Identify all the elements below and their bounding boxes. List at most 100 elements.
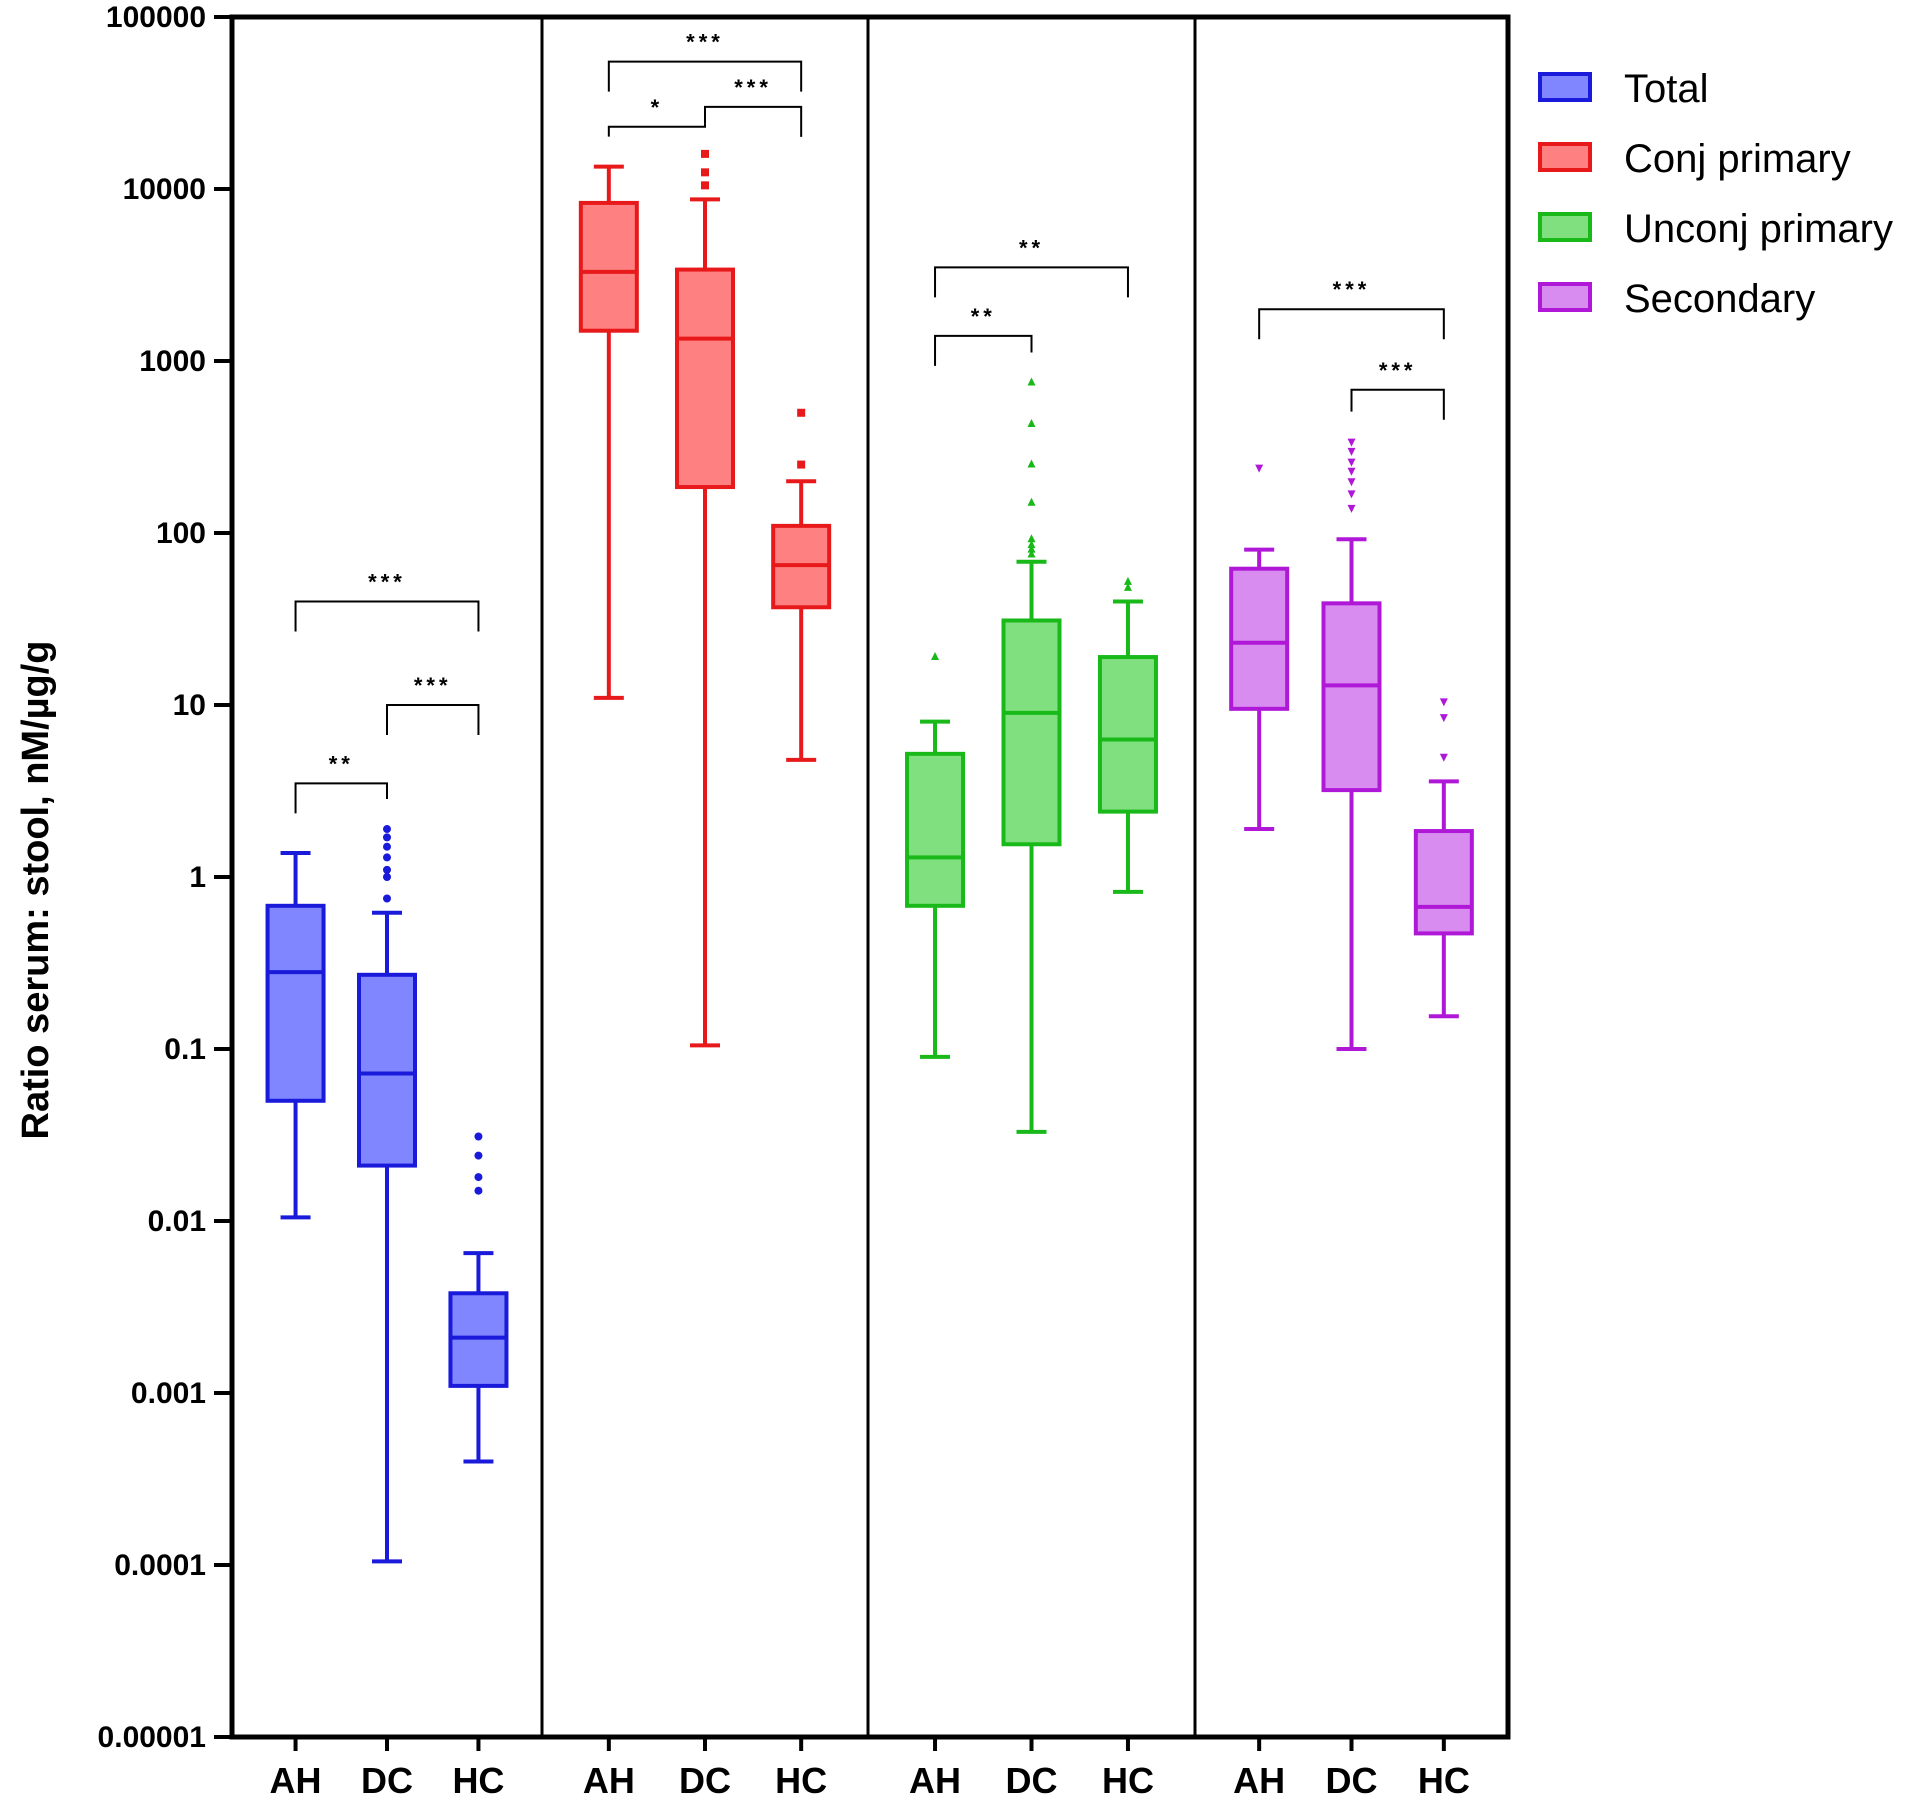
y-tick-label: 100 (156, 517, 206, 550)
y-tick-label: 10000 (123, 173, 206, 206)
outlier-point (383, 894, 391, 903)
bracket-line (1258, 308, 1445, 340)
significance-bracket: *** (1258, 277, 1445, 340)
bracket-line (386, 704, 480, 735)
x-tick-label: AH (1233, 1760, 1285, 1801)
bracket-line (1350, 388, 1445, 420)
legend-item: Secondary (1538, 277, 1815, 321)
outlier-point (1027, 377, 1036, 386)
outlier-point (383, 833, 391, 842)
legend-item: Unconj primary (1538, 207, 1893, 251)
significance-bracket: ** (934, 304, 1033, 366)
outlier-point (1027, 544, 1036, 553)
outlier-point (1027, 459, 1036, 468)
x-tick-label: HC (775, 1760, 827, 1801)
iqr-box (1321, 601, 1382, 793)
x-tick-label: HC (452, 1760, 504, 1801)
outlier-point (383, 865, 391, 874)
outlier-point (1347, 467, 1356, 476)
significance-label: *** (1333, 277, 1371, 302)
panels: ************************* (265, 30, 1474, 1564)
significance-label: *** (734, 75, 772, 100)
box-ah (1229, 464, 1290, 832)
outlier-point (1123, 576, 1132, 585)
outlier-point (1347, 447, 1356, 456)
significance-bracket: ** (934, 235, 1129, 298)
iqr-box (265, 903, 326, 1103)
y-axis-title: Ratio serum: stool, nM/µg/g (15, 640, 57, 1139)
outlier-point (1347, 438, 1356, 447)
outlier-point (474, 1186, 483, 1195)
outlier-point (701, 181, 709, 190)
outlier-point (1439, 753, 1448, 762)
significance-label: * (651, 95, 664, 120)
outlier-point (474, 1173, 483, 1182)
significance-label: *** (414, 673, 452, 698)
legend-item: Conj primary (1538, 137, 1851, 181)
iqr-box (675, 267, 735, 490)
box-ah (905, 652, 966, 1059)
x-tick-label: DC (679, 1760, 731, 1801)
legend-swatch (1538, 142, 1592, 172)
outlier-point (474, 1151, 483, 1160)
outlier-point (1347, 504, 1356, 513)
legend-label: Conj primary (1624, 137, 1851, 181)
significance-bracket: ** (294, 751, 388, 814)
significance-bracket: *** (386, 673, 480, 735)
bracket-line (934, 266, 1129, 298)
legend-item: Total (1538, 67, 1709, 111)
box-dc (675, 149, 735, 1048)
iqr-box (578, 200, 639, 333)
outlier-point (1027, 497, 1036, 506)
box-ah (578, 164, 639, 700)
x-tick-label: HC (1418, 1760, 1470, 1801)
panel-unconj-primary: ** ** (905, 235, 1158, 1134)
iqr-box (448, 1291, 509, 1388)
outlier-point (383, 825, 391, 834)
outlier-point (701, 168, 709, 177)
legend-swatch (1538, 212, 1592, 242)
legend-label: Total (1624, 67, 1709, 111)
y-tick-label: 100000 (106, 1, 206, 34)
outlier-point (931, 652, 940, 661)
iqr-box (905, 751, 966, 908)
y-tick-label: 0.1 (164, 1033, 206, 1066)
plot-frame (229, 14, 1511, 1740)
y-tick-label: 0.001 (131, 1377, 206, 1410)
legend-label: Secondary (1624, 277, 1815, 321)
significance-label: *** (368, 569, 406, 594)
significance-bracket: *** (704, 75, 803, 137)
box-dc (1321, 438, 1382, 1051)
panel-secondary: *** *** (1229, 277, 1474, 1051)
outlier-point (383, 853, 391, 862)
bracket-line (704, 105, 803, 137)
legend-label: Unconj primary (1624, 207, 1893, 251)
outlier-point (701, 149, 709, 158)
bracket-line (294, 782, 388, 814)
significance-label: *** (686, 30, 724, 55)
y-tick-label: 1000 (139, 345, 206, 378)
x-tick-label: DC (361, 1760, 413, 1801)
outlier-point (1027, 549, 1036, 558)
outlier-point (797, 408, 806, 417)
x-tick-label: AH (270, 1760, 322, 1801)
x-axis: AH DC HC AH DC HC AH DC HC AH DC HC (270, 1737, 1470, 1801)
box-hc (1413, 698, 1474, 1019)
plot-border (229, 14, 1511, 1740)
significance-label: *** (1379, 358, 1417, 383)
significance-label: ** (1019, 235, 1044, 260)
iqr-box (1229, 566, 1290, 711)
panel-conj-primary: ******* (578, 30, 832, 1048)
x-tick-label: DC (1006, 1760, 1058, 1801)
panel-total: ******** (265, 569, 509, 1564)
y-tick-label: 0.0001 (114, 1549, 206, 1582)
box-hc (448, 1132, 509, 1464)
legend: Total Conj primary Unconj primary Secondary (1538, 67, 1893, 321)
outlier-point (1027, 534, 1036, 543)
y-tick-label: 10 (173, 689, 206, 722)
outlier-point (474, 1132, 483, 1141)
y-tick-label: 1 (189, 861, 206, 894)
significance-label: ** (329, 751, 354, 776)
outlier-point (383, 842, 391, 851)
